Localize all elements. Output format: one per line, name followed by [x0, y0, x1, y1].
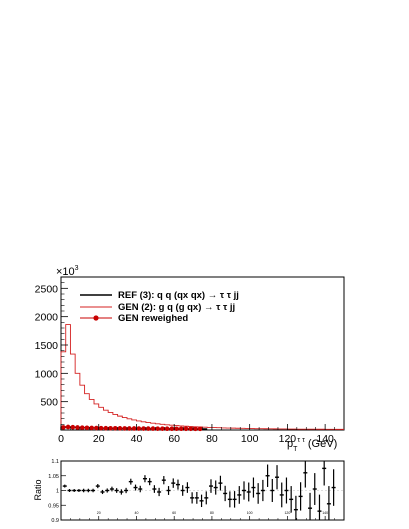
- reweighed-point: [75, 425, 80, 430]
- ratio-x-tick-label: 80: [210, 511, 214, 515]
- x-tick-label: 60: [168, 433, 180, 445]
- ratio-x-tick-label: 120: [284, 511, 290, 515]
- y-tick-label: 2500: [35, 283, 59, 295]
- reweighed-point: [94, 425, 99, 431]
- ratio-x-tick-label: 60: [172, 511, 176, 515]
- legend-rew-label: GEN reweighed: [118, 313, 188, 324]
- reweighed-point: [145, 426, 151, 431]
- reweighed-markers: [61, 424, 203, 432]
- main-y-axis-ticks: 500 1000 1500 2000 2500: [35, 282, 68, 425]
- x-axis-title: pTτ τ (GeV): [287, 437, 337, 453]
- reweighed-point: [108, 425, 113, 431]
- reweighed-point: [141, 426, 146, 431]
- legend-gen-label: GEN (2): g q (g qx) → τ τ jj: [118, 302, 235, 313]
- reweighed-point: [79, 425, 85, 430]
- reweighed-point: [122, 426, 127, 431]
- ratio-plot-panel: 20 40 60 80 100 120 140 0.9 0.95 1 1.05 1.1 Ratio: [33, 459, 345, 524]
- reweighed-point: [131, 426, 137, 431]
- reweighed-point: [89, 425, 94, 431]
- ratio-x-axis-ticks: 20 40 60 80 100 120 140: [70, 511, 335, 520]
- reweighed-point: [150, 426, 156, 431]
- ratio-points: [62, 461, 336, 520]
- reweighed-point: [98, 425, 104, 431]
- reweighed-point: [197, 426, 203, 432]
- reweighed-point: [155, 426, 160, 431]
- x-tick-label: 0: [58, 433, 64, 445]
- legend-ref-label: REF (3): q q (qx qx) → τ τ jj: [118, 290, 239, 301]
- legend-rew-marker: [93, 315, 99, 321]
- x-tick-label: 120: [279, 433, 297, 445]
- reweighed-point: [136, 426, 142, 431]
- x-tick-label: 100: [241, 433, 259, 445]
- y-tick-label: 1000: [35, 368, 59, 380]
- ratio-x-tick-label: 40: [135, 511, 139, 515]
- x-tick-label: 140: [316, 433, 334, 445]
- reweighed-point: [193, 426, 198, 432]
- reweighed-point: [117, 426, 123, 431]
- reweighed-point: [127, 426, 132, 431]
- reweighed-point: [169, 426, 175, 432]
- ratio-y-tick-label: 1: [56, 489, 59, 495]
- y-tick-label: 2000: [35, 312, 59, 324]
- ratio-x-tick-label: 140: [322, 511, 328, 515]
- reweighed-point: [112, 426, 118, 431]
- ratio-y-axis-ticks: 0.9 0.95 1 1.05 1.1: [48, 459, 66, 524]
- ratio-y-tick-label: 1.1: [51, 459, 59, 465]
- y-tick-label: 1500: [35, 340, 59, 352]
- reweighed-point: [183, 426, 189, 432]
- reweighed-point: [103, 425, 109, 431]
- reweighed-point: [61, 425, 66, 430]
- reweighed-point: [70, 424, 76, 430]
- reweighed-point: [84, 425, 90, 431]
- legend: REF (3): q q (qx qx) → τ τ jj GEN (2): g…: [80, 290, 239, 324]
- reweighed-point: [174, 426, 179, 432]
- reweighed-point: [178, 426, 184, 432]
- reweighed-point: [65, 424, 71, 430]
- ratio-y-tick-label: 1.05: [48, 474, 59, 480]
- ratio-x-tick-label: 100: [247, 511, 253, 515]
- ratio-x-tick-label: 20: [97, 511, 101, 515]
- reweighed-point: [188, 426, 194, 432]
- reweighed-point: [164, 426, 170, 432]
- ratio-y-tick-label: 0.9: [51, 518, 59, 524]
- main-x-axis-ticks: 0 20 40 60 80 100 120 140: [58, 424, 335, 445]
- y-exponent-label: ×103: [56, 265, 79, 278]
- reweighed-point: [160, 426, 165, 431]
- main-plot-panel: 0 20 40 60 80 100 120 140 500 1000 1500 2000 2500 ×…: [35, 265, 345, 453]
- x-tick-label: 20: [93, 433, 105, 445]
- ratio-y-tick-label: 0.95: [48, 503, 59, 509]
- ratio-y-axis-title: Ratio: [33, 479, 43, 500]
- x-tick-label: 40: [131, 433, 143, 445]
- y-tick-label: 500: [40, 397, 58, 409]
- x-tick-label: 80: [206, 433, 218, 445]
